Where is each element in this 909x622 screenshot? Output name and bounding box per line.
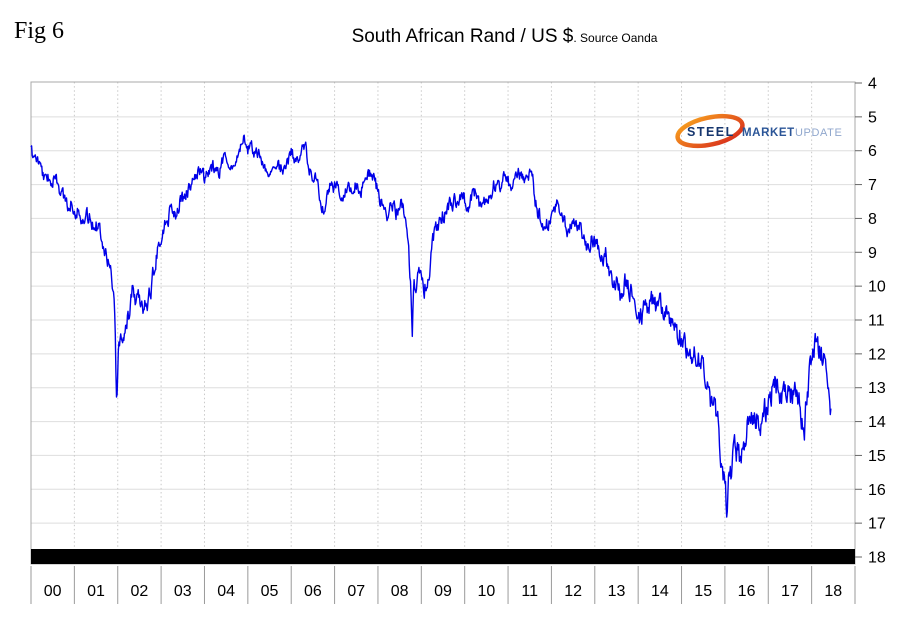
y-tick-label: 6	[868, 143, 877, 160]
y-tick-label: 10	[868, 279, 886, 296]
x-tick-label: 05	[261, 583, 279, 600]
chart-source-note: . Source Oanda	[573, 31, 658, 45]
y-tick-label: 14	[868, 414, 886, 431]
y-tick-label: 15	[868, 448, 886, 465]
x-tick-label: 00	[44, 583, 62, 600]
x-tick-label: 02	[131, 583, 149, 600]
figure-number-label: Fig 6	[14, 18, 65, 44]
bottom-black-bar	[31, 549, 855, 564]
y-tick-label: 18	[868, 550, 886, 567]
y-tick-label: 9	[868, 245, 877, 262]
y-tick-label: 17	[868, 516, 886, 533]
x-tick-label: 17	[781, 583, 799, 600]
y-tick-label: 4	[868, 76, 877, 93]
y-tick-label: 11	[868, 313, 885, 330]
steel-market-update-logo: STEEL MARKET UPDATE	[670, 110, 842, 154]
logo-word-steel: STEEL	[687, 125, 735, 139]
y-tick-label: 5	[868, 109, 877, 126]
x-tick-label: 13	[608, 583, 626, 600]
x-tick-label: 09	[434, 583, 452, 600]
x-tick-label: 14	[651, 583, 669, 600]
logo-word-market: MARKET	[742, 127, 795, 139]
x-tick-label: 06	[304, 583, 322, 600]
x-tick-label: 01	[87, 583, 105, 600]
logo-swoosh-icon	[675, 113, 745, 149]
x-tick-label: 04	[217, 583, 235, 600]
y-tick-label: 16	[868, 482, 886, 499]
rate-line	[30, 134, 832, 518]
x-tick-label: 07	[347, 583, 365, 600]
chart-title: South African Rand / US $	[351, 26, 574, 47]
logo-word-update: UPDATE	[795, 127, 842, 139]
y-tick-label: 8	[868, 211, 877, 228]
y-tick-label: 13	[868, 380, 886, 397]
y-tick-label: 7	[868, 177, 877, 194]
x-tick-label: 11	[521, 583, 538, 600]
x-tick-label: 15	[694, 583, 712, 600]
x-tick-label: 03	[174, 583, 192, 600]
title-row: South African Rand / US $. Source Oanda	[100, 26, 909, 48]
x-tick-label: 10	[477, 583, 495, 600]
plot-area-border	[30, 81, 856, 565]
x-tick-label: 16	[738, 583, 756, 600]
y-tick-label: 12	[868, 346, 886, 363]
x-tick-label: 12	[564, 583, 582, 600]
x-tick-label: 18	[824, 583, 842, 600]
x-tick-label: 08	[391, 583, 409, 600]
